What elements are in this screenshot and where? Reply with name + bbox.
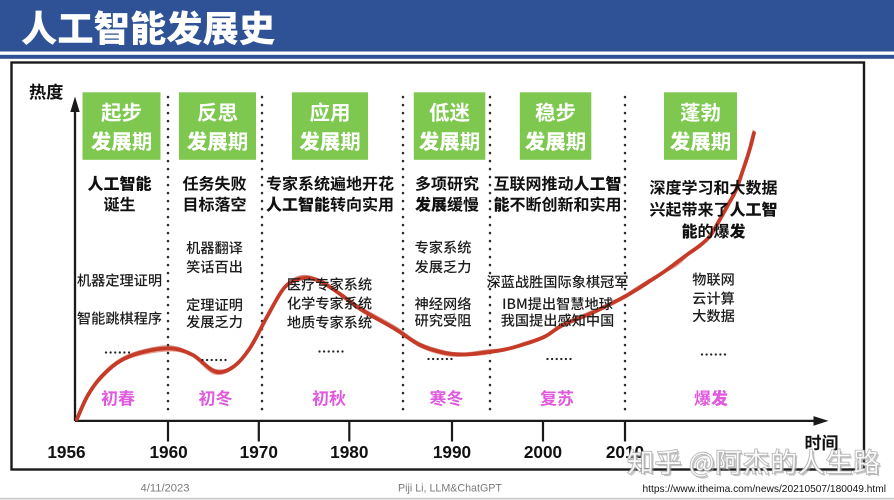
svg-text:1970: 1970: [240, 442, 278, 462]
svg-text:2010: 2010: [606, 442, 644, 462]
svg-text:1980: 1980: [330, 442, 368, 462]
svg-text:1960: 1960: [149, 442, 187, 462]
svg-text:1956: 1956: [47, 442, 85, 462]
svg-text:1990: 1990: [433, 442, 471, 462]
svg-text:https://www.itheima.com/news/2: https://www.itheima.com/news/20210507/18…: [643, 484, 887, 495]
svg-text:2000: 2000: [524, 442, 562, 462]
svg-text:Piji Li, LLM&ChatGPT: Piji Li, LLM&ChatGPT: [398, 483, 502, 495]
svg-text:4/11/2023: 4/11/2023: [141, 483, 190, 495]
